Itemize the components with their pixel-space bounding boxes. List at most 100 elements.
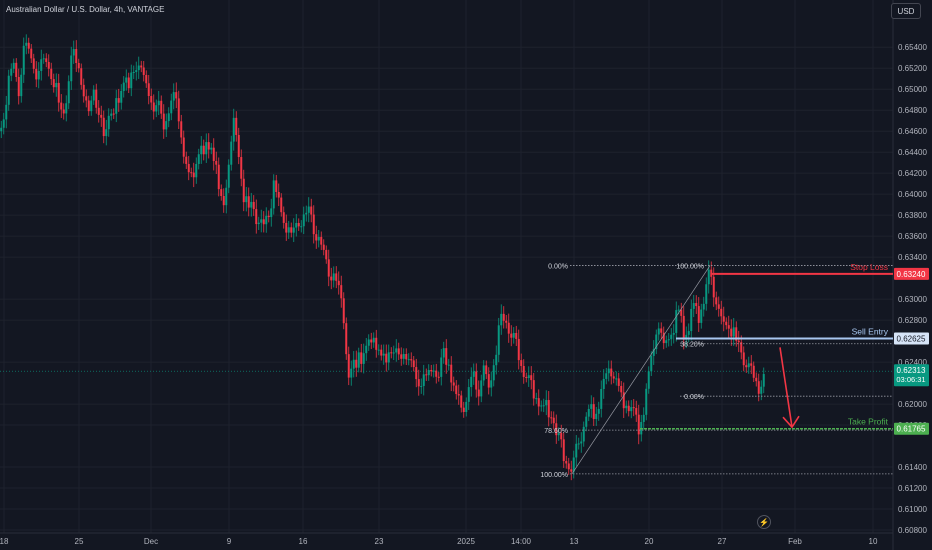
candle-body [625, 405, 628, 409]
candle-body [572, 457, 575, 472]
candle-body [675, 310, 678, 333]
candle-body [35, 68, 38, 80]
candle-body [727, 325, 730, 329]
candle-body [305, 212, 308, 215]
candle-body [277, 192, 280, 198]
candle-body [15, 62, 18, 77]
candle-body [677, 309, 680, 311]
candle-body [415, 367, 418, 380]
candle-body [327, 259, 330, 277]
candle-body [547, 400, 550, 418]
candle-body [120, 90, 123, 103]
candle-body [612, 376, 615, 379]
candle-body [117, 98, 120, 103]
candle-body [707, 269, 710, 285]
candle-body [182, 137, 185, 157]
candle-body [170, 100, 173, 114]
candle-body [190, 172, 193, 174]
candle-body [132, 71, 135, 73]
candle-body [395, 348, 398, 353]
candle-body [250, 201, 253, 208]
candle-body [555, 423, 558, 436]
candle-body [540, 405, 543, 407]
x-tick-label: 16 [299, 537, 308, 546]
candle-body [392, 352, 395, 354]
candle-body [292, 227, 295, 233]
candle-body [582, 426, 585, 442]
candle-body [22, 45, 25, 75]
candle-body [485, 365, 488, 375]
x-tick-label: 27 [718, 537, 727, 546]
candle-body [130, 72, 133, 89]
candle-body [650, 355, 653, 372]
currency-button[interactable]: USD [891, 3, 921, 19]
candle-body [87, 100, 90, 112]
lightning-icon[interactable]: ⚡ [757, 515, 771, 529]
candle-body [212, 147, 215, 161]
candle-body [385, 353, 388, 363]
candle-body [297, 222, 300, 227]
candle-body [30, 48, 33, 59]
price-tag [894, 267, 929, 280]
x-tick-label: 20 [645, 537, 654, 546]
candle-body [302, 214, 305, 227]
candle-body [105, 129, 108, 137]
candle-body [317, 236, 320, 241]
candle-body [557, 433, 560, 436]
candle-body [617, 378, 620, 386]
candle-body [210, 147, 213, 150]
candle-body [422, 374, 425, 386]
candle-body [532, 380, 535, 399]
candle-body [25, 42, 28, 46]
candle-body [497, 325, 500, 355]
current-price-tag [894, 364, 929, 387]
candle-body [472, 371, 475, 377]
candle-body [760, 386, 763, 394]
candle-body [732, 327, 735, 337]
x-tick-label: 2025 [457, 537, 475, 546]
candle-body [320, 236, 323, 245]
y-tick-label: 0.62000 [898, 400, 927, 409]
candle-body [577, 443, 580, 445]
candle-body [217, 164, 220, 190]
candle-body [152, 102, 155, 112]
candle-body [482, 365, 485, 381]
candle-body [742, 352, 745, 366]
candle-body [412, 360, 415, 368]
candle-body [627, 405, 630, 412]
y-tick-label: 0.62400 [898, 358, 927, 367]
candle-body [585, 416, 588, 427]
candle-body [350, 368, 353, 378]
candle-body [512, 332, 515, 338]
candle-body [42, 58, 45, 60]
candle-body [355, 359, 358, 368]
candle-body [515, 332, 518, 339]
candle-body [672, 332, 675, 335]
candle-body [740, 342, 743, 353]
x-tick-label: 23 [375, 537, 384, 546]
candle-body [245, 196, 248, 203]
candle-body [662, 332, 665, 344]
level-name: Sell Entry [852, 326, 889, 336]
candle-body [695, 303, 698, 307]
candle-body [312, 214, 315, 235]
y-tick-label: 0.64600 [898, 127, 927, 136]
candle-body [85, 96, 88, 101]
candle-body [405, 354, 408, 360]
candle-body [590, 404, 593, 409]
candle-body [0, 127, 3, 132]
candle-body [460, 395, 463, 408]
candle-body [620, 385, 623, 393]
candle-body [425, 374, 428, 376]
candle-body [207, 142, 210, 150]
candle-body [180, 121, 183, 138]
candle-body [47, 61, 50, 69]
candle-body [537, 398, 540, 407]
candle-body [630, 407, 633, 412]
candle-body [462, 407, 465, 412]
candle-body [110, 113, 113, 116]
candle-body [475, 371, 478, 390]
candle-body [222, 195, 225, 206]
candle-body [670, 334, 673, 340]
